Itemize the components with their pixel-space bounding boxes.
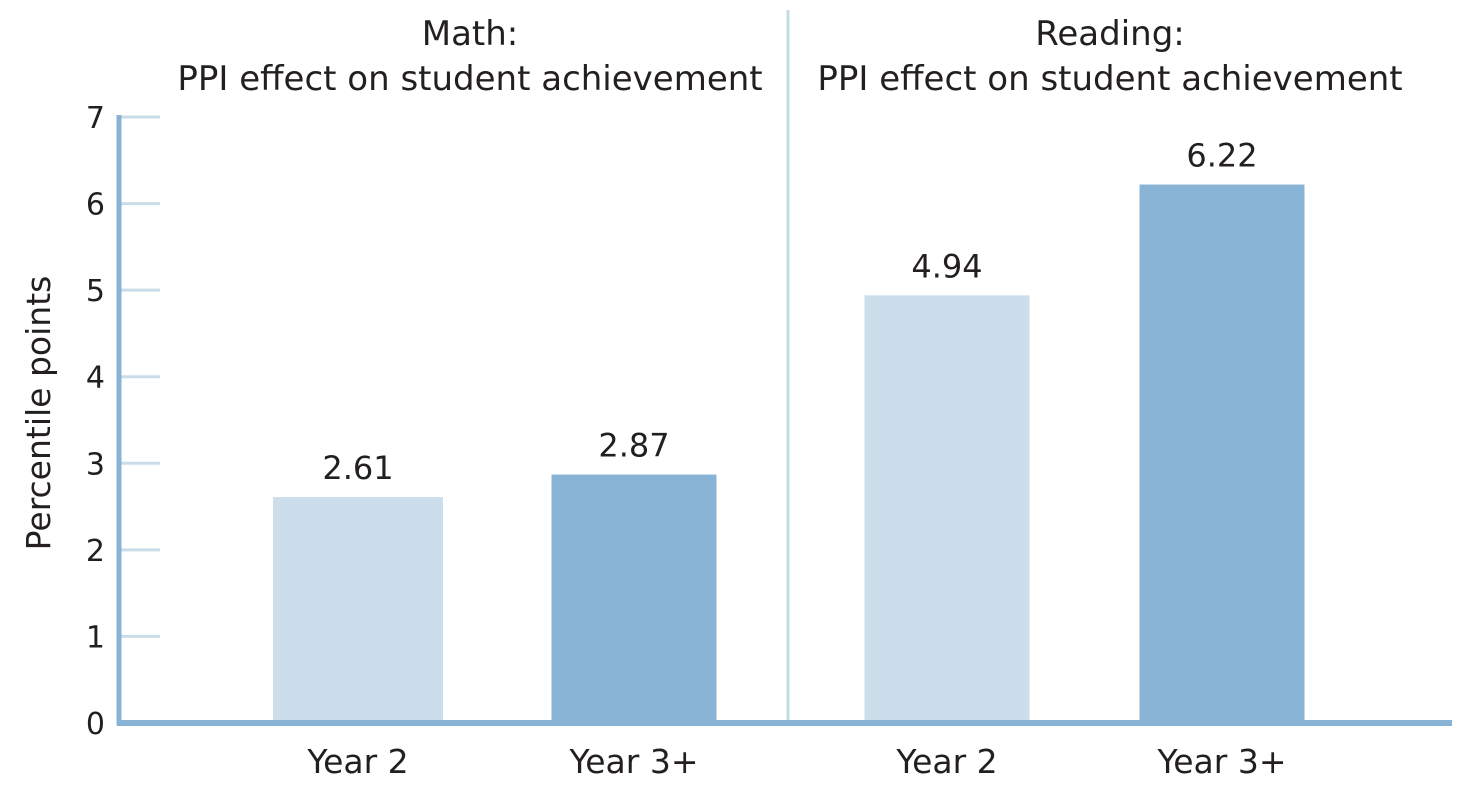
x-category-label: Year 2 [895,742,997,781]
bar-math-year2 [273,497,443,723]
y-tick-label: 6 [86,188,105,223]
bar-reading-year3plus [1139,184,1305,724]
y-tick-label: 2 [86,534,105,569]
y-tick-label: 4 [86,361,105,396]
x-category-label: Year 2 [306,742,408,781]
reading-title-line1: Reading: [1035,14,1184,54]
bar-labels: 2.61 Year 2 2.87 Year 3+ 4.94 Year 2 6.22 Year … [306,137,1286,781]
bar-value-label: 2.87 [598,427,669,465]
y-tick-label: 0 [86,707,105,742]
y-axis-label: Percentile points [19,276,58,551]
bar-value-label: 6.22 [1186,137,1257,175]
bar-value-label: 4.94 [911,247,982,285]
y-tick-label: 7 [86,101,105,136]
bar-math-year3plus [551,474,717,723]
y-tick-label: 5 [86,274,105,309]
y-tick-label: 3 [86,447,105,482]
math-title-line1: Math: [422,14,519,54]
y-ticks: 0 1 2 3 4 5 6 7 [86,101,160,742]
bar-value-label: 2.61 [322,449,393,487]
bars [273,184,1305,724]
y-tick-label: 1 [86,620,105,655]
math-title-line2: PPI effect on student achievement [177,59,762,99]
bar-reading-year2 [864,295,1030,723]
plot-area: Math: PPI effect on student achievement … [19,10,1452,781]
x-category-label: Year 3+ [1156,742,1286,781]
reading-title-line2: PPI effect on student achievement [817,59,1402,99]
x-category-label: Year 3+ [568,742,698,781]
